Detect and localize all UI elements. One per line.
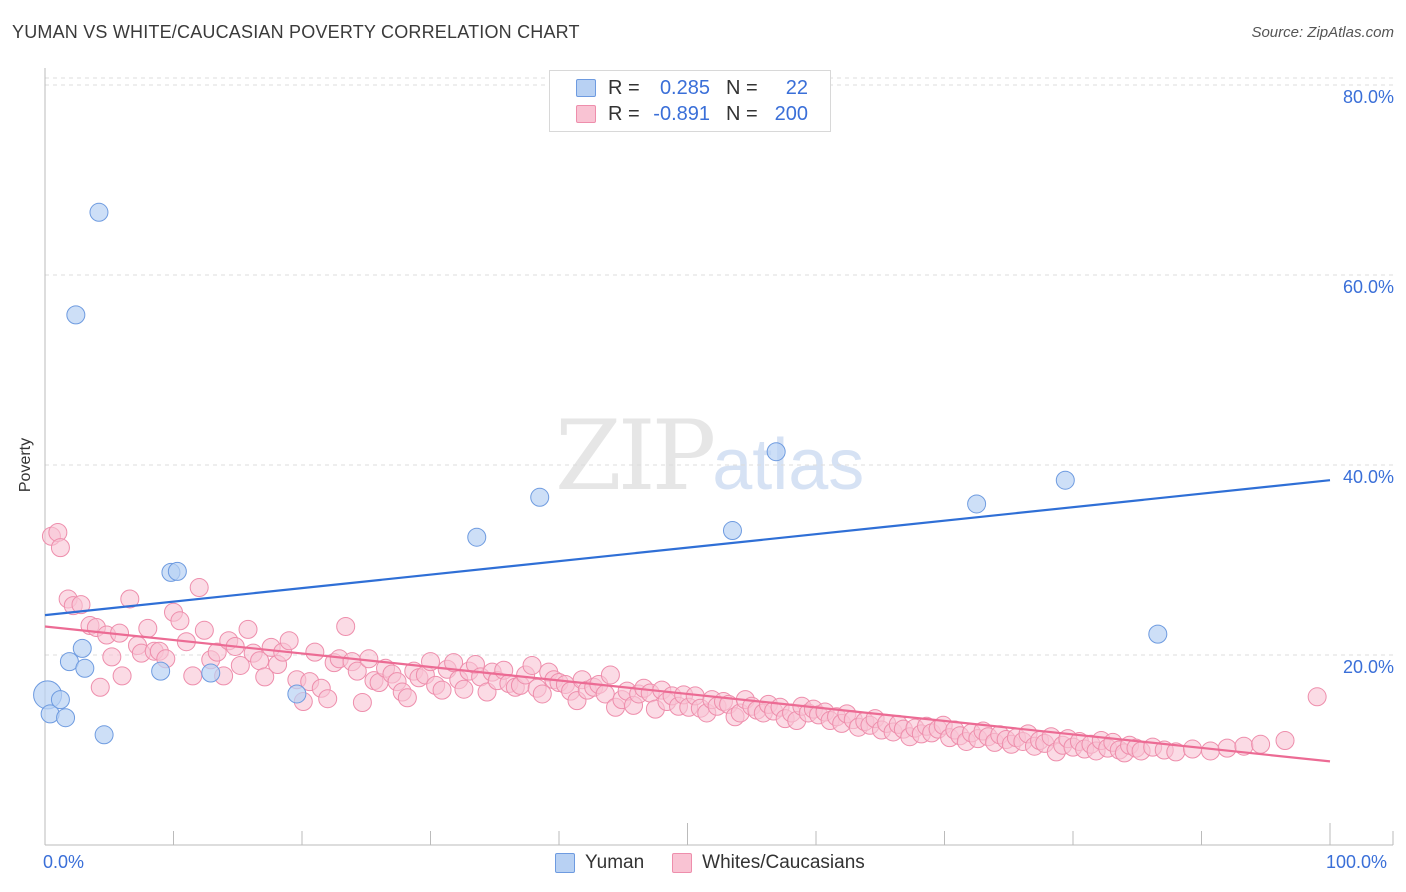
yuman-point — [72, 638, 92, 658]
x-tick-label-max: 100.0% — [1326, 852, 1388, 872]
y-tick-label-80: 80.0% — [1342, 87, 1394, 107]
legend-item-yuman[interactable]: Yuman — [555, 852, 644, 874]
series-legend: Yuman Whites/Caucasians — [555, 852, 893, 874]
whites-point — [1307, 687, 1327, 707]
axes — [44, 68, 1394, 846]
yuman-trend-line — [44, 479, 1331, 617]
r-value: -0.891 — [653, 102, 710, 125]
whites-point — [1275, 731, 1295, 750]
whites-point — [71, 595, 91, 615]
whites-point — [170, 611, 190, 631]
whites-caucasians-points — [41, 522, 1327, 763]
legend-item-whites[interactable]: Whites/Caucasians — [672, 852, 865, 874]
whites-point — [189, 578, 209, 598]
whites-point — [532, 684, 552, 704]
whites-point — [90, 677, 110, 697]
whites-swatch — [672, 853, 693, 873]
yuman-point — [151, 661, 171, 681]
n-value: 22 — [785, 76, 808, 99]
yuman-point — [56, 708, 76, 728]
whites-point — [522, 655, 542, 675]
n-value: 200 — [774, 102, 808, 125]
yuman-point — [50, 690, 70, 710]
whites-point — [112, 666, 132, 686]
yuman-point — [722, 521, 742, 541]
whites-point — [432, 680, 452, 700]
whites-point — [397, 688, 417, 708]
yuman-point — [75, 658, 95, 678]
whites-point — [50, 538, 70, 558]
whites-swatch — [576, 105, 596, 123]
source-label: Source: ZipAtlas.com — [1251, 24, 1394, 41]
yuman-points — [33, 202, 1168, 745]
yuman-point — [167, 561, 187, 581]
legend-label-whites: Whites/Caucasians — [702, 852, 865, 873]
legend-label-yuman: Yuman — [585, 852, 645, 873]
whites-point — [1251, 734, 1271, 754]
yuman-point — [66, 305, 86, 325]
whites-point — [183, 666, 203, 686]
whites-point — [279, 631, 299, 651]
whites-point — [352, 693, 372, 712]
yuman-point — [467, 527, 487, 547]
yuman-point — [1148, 624, 1168, 644]
whites-point — [444, 653, 464, 673]
r-value: 0.285 — [659, 76, 710, 99]
y-tick-label-40: 40.0% — [1342, 467, 1394, 487]
yuman-point — [89, 202, 109, 222]
y-axis-label: Poverty — [17, 437, 34, 493]
whites-point — [1200, 741, 1220, 761]
whites-point — [194, 620, 214, 640]
whites-point — [238, 619, 258, 639]
chart-title: YUMAN VS WHITE/CAUCASIAN POVERTY CORRELA… — [12, 22, 580, 42]
whites-point — [207, 642, 227, 662]
legend-row-yuman: R = 0.285 N = 22 — [550, 75, 808, 101]
yuman-point — [201, 663, 221, 683]
r-label: R = — [608, 102, 640, 125]
whites-point — [600, 665, 620, 685]
yuman-point — [967, 494, 987, 514]
legend-row-whites: R = -0.891 N = 200 — [550, 101, 808, 127]
yuman-point — [1055, 470, 1075, 490]
yuman-point — [530, 487, 550, 507]
yuman-point — [766, 442, 786, 462]
trend-lines — [44, 479, 1331, 763]
r-label: R = — [608, 76, 640, 99]
whites-trend-line — [44, 625, 1331, 763]
whites-point — [454, 679, 474, 699]
y-tick-label-60: 60.0% — [1342, 277, 1394, 297]
grid-lines — [45, 77, 1393, 656]
y-tick-label-20: 20.0% — [1342, 657, 1394, 677]
whites-point — [138, 618, 158, 638]
yuman-swatch — [576, 79, 596, 97]
yuman-point — [287, 684, 307, 704]
whites-point — [120, 589, 140, 609]
n-label: N = — [726, 76, 758, 99]
correlation-legend: R = 0.285 N = 22 R = -0.891 N = 200 — [549, 70, 831, 132]
whites-point — [255, 667, 275, 687]
whites-point — [230, 655, 250, 675]
whites-point — [347, 661, 367, 681]
whites-point — [336, 617, 356, 636]
yuman-swatch — [555, 853, 575, 873]
whites-point — [1183, 739, 1203, 759]
x-tick-label-min: 0.0% — [43, 852, 85, 872]
whites-point — [305, 642, 325, 662]
whites-point — [318, 689, 338, 709]
n-label: N = — [726, 102, 758, 125]
whites-point — [102, 647, 122, 667]
yuman-point — [94, 725, 114, 745]
whites-point — [1217, 738, 1237, 758]
